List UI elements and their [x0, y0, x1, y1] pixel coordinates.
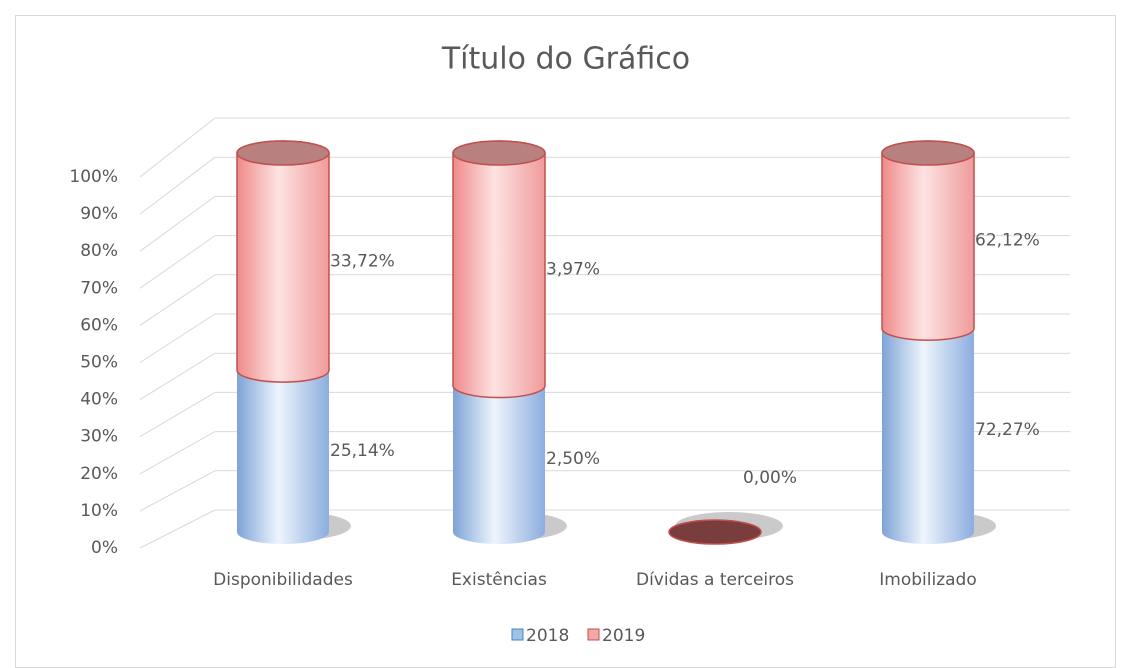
grid-line — [139, 431, 216, 475]
data-label: 33,72% — [330, 252, 395, 272]
grid-line — [139, 352, 216, 401]
grid-line — [139, 156, 216, 215]
cylinder-top — [236, 140, 330, 166]
legend-label: 2019 — [602, 626, 645, 646]
y-tick-label: 40% — [80, 390, 118, 410]
grid-line — [139, 313, 216, 363]
data-label: 25,14% — [330, 441, 395, 461]
y-tick-label: 100% — [69, 167, 118, 187]
y-tick-label: 30% — [80, 427, 118, 447]
bar-segment — [236, 140, 330, 383]
y-tick-label: 60% — [80, 315, 118, 335]
bar-segment — [882, 316, 974, 544]
bar-segment — [452, 140, 546, 399]
y-tick-label: 10% — [80, 501, 118, 521]
x-tick-label: Dívidas a terceiros — [636, 570, 794, 590]
cylinder-top — [881, 140, 975, 166]
y-tick-label: 80% — [80, 241, 118, 261]
grid-line — [139, 195, 216, 252]
data-label: 62,12% — [975, 231, 1040, 251]
legend-label: 2018 — [526, 626, 569, 646]
y-tick-label: 90% — [80, 204, 118, 224]
grid-line — [139, 470, 216, 512]
legend-swatch — [511, 628, 524, 641]
data-label: 3,97% — [546, 259, 600, 279]
y-tick-label: 0% — [91, 538, 118, 558]
cylinder-top — [668, 519, 762, 545]
grid-line — [139, 274, 216, 326]
chart-title: Título do Gráfico — [441, 42, 690, 77]
bar-segment — [881, 140, 975, 341]
x-tick-label: Imobilizado — [879, 570, 976, 590]
data-label: 2,50% — [546, 449, 600, 469]
bar-segment — [453, 373, 545, 544]
grid-line — [139, 391, 216, 438]
bar-segment — [237, 358, 329, 544]
y-tick-label: 20% — [80, 464, 118, 484]
grid-line — [139, 235, 216, 289]
x-tick-label: Existências — [451, 570, 547, 590]
legend-swatch — [587, 628, 600, 641]
cylinder-top — [452, 140, 546, 166]
grid-line — [139, 117, 216, 178]
y-tick-label: 70% — [80, 278, 118, 298]
x-tick-label: Disponibilidades — [213, 570, 353, 590]
grid-line — [139, 509, 216, 549]
data-label: 0,00% — [743, 468, 797, 488]
data-label: 72,27% — [975, 420, 1040, 440]
y-tick-label: 50% — [80, 353, 118, 373]
